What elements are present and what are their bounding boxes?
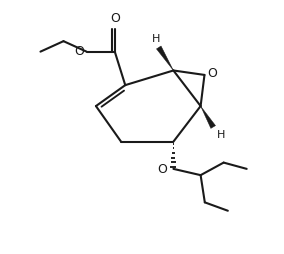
Text: O: O bbox=[110, 12, 120, 25]
Polygon shape bbox=[156, 46, 174, 70]
Polygon shape bbox=[201, 106, 216, 129]
Text: H: H bbox=[151, 34, 160, 44]
Text: O: O bbox=[157, 163, 167, 177]
Text: O: O bbox=[208, 67, 218, 80]
Text: H: H bbox=[217, 130, 226, 140]
Text: O: O bbox=[75, 45, 84, 58]
